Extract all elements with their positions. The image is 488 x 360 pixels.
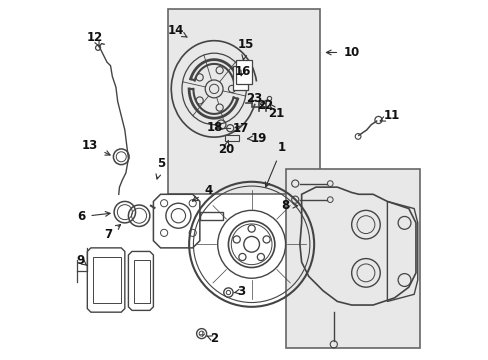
Text: 1: 1 xyxy=(265,141,285,187)
Text: 15: 15 xyxy=(238,39,254,60)
Circle shape xyxy=(263,236,269,243)
FancyBboxPatch shape xyxy=(235,60,251,84)
Text: 10: 10 xyxy=(325,46,359,59)
Circle shape xyxy=(351,210,380,239)
Text: 5: 5 xyxy=(156,157,165,179)
Circle shape xyxy=(196,97,203,104)
Text: 2: 2 xyxy=(207,333,218,346)
FancyBboxPatch shape xyxy=(233,66,248,90)
Text: 4: 4 xyxy=(192,184,212,201)
Text: 9: 9 xyxy=(76,254,87,267)
Text: 17: 17 xyxy=(232,122,248,135)
Circle shape xyxy=(216,67,223,74)
Circle shape xyxy=(247,225,255,232)
Bar xyxy=(224,135,239,141)
Text: 6: 6 xyxy=(77,210,110,223)
Circle shape xyxy=(351,258,380,287)
Circle shape xyxy=(228,85,235,93)
Text: 19: 19 xyxy=(247,132,266,145)
Text: 13: 13 xyxy=(82,139,110,155)
Circle shape xyxy=(196,74,203,81)
Text: 18: 18 xyxy=(206,121,223,134)
Text: 16: 16 xyxy=(234,65,250,78)
Bar xyxy=(200,212,223,220)
Text: 7: 7 xyxy=(104,225,121,241)
Text: 3: 3 xyxy=(234,285,244,298)
Text: 14: 14 xyxy=(167,24,187,37)
Text: 8: 8 xyxy=(281,199,297,212)
Text: 23: 23 xyxy=(246,92,262,105)
Circle shape xyxy=(238,253,245,261)
FancyBboxPatch shape xyxy=(167,9,319,194)
FancyBboxPatch shape xyxy=(285,169,419,348)
Text: 12: 12 xyxy=(87,31,103,47)
Circle shape xyxy=(257,253,264,261)
Circle shape xyxy=(233,236,240,243)
Text: 20: 20 xyxy=(217,140,234,156)
Text: 11: 11 xyxy=(380,109,399,122)
Text: 21: 21 xyxy=(268,104,284,120)
Text: 22: 22 xyxy=(257,99,273,112)
Circle shape xyxy=(216,104,223,111)
